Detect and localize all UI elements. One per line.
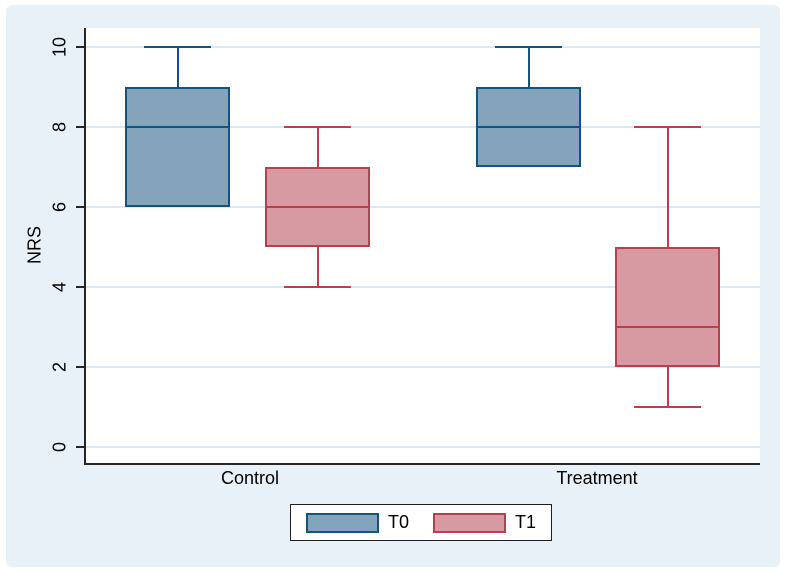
- whisker-upper-line: [316, 127, 319, 167]
- whisker-upper-cap: [144, 46, 211, 48]
- legend-entry-t1: T1: [433, 512, 536, 533]
- median-line: [476, 125, 581, 129]
- whisker-lower-line: [666, 367, 669, 407]
- whisker-upper-cap: [495, 46, 562, 48]
- y-axis-title: NRS: [24, 225, 45, 265]
- whisker-upper-line: [666, 127, 669, 247]
- gridline: [86, 206, 760, 208]
- y-tick: [76, 446, 84, 448]
- whisker-upper-cap: [284, 126, 351, 128]
- y-tick: [76, 366, 84, 368]
- legend-entry-t0: T0: [305, 512, 409, 533]
- y-tick-label: 6: [49, 201, 70, 213]
- y-tick-label: 8: [49, 121, 70, 133]
- y-tick: [76, 206, 84, 208]
- whisker-lower-cap: [634, 406, 701, 408]
- gridline: [86, 366, 760, 368]
- y-tick-label: 10: [49, 36, 70, 58]
- plot-area: NRS 0 2 4 6 8 10: [25, 28, 760, 465]
- gridline: [86, 446, 760, 448]
- median-line: [125, 125, 230, 129]
- box-t0-control: [125, 87, 230, 207]
- graph-region: NRS 0 2 4 6 8 10 Control Treatment T0 T1: [6, 5, 780, 567]
- legend-swatch-t1: [433, 512, 506, 533]
- y-tick-label: 4: [49, 281, 70, 293]
- y-tick: [76, 46, 84, 48]
- x-category-label-treatment: Treatment: [556, 468, 638, 488]
- whisker-upper-cap: [634, 126, 701, 128]
- legend-swatch-t0: [305, 512, 379, 533]
- gridline: [86, 46, 760, 48]
- gridline: [86, 126, 760, 128]
- legend-label-t1: T1: [515, 512, 537, 532]
- y-tick: [76, 286, 84, 288]
- gridline: [86, 286, 760, 288]
- x-category-label-control: Control: [220, 468, 280, 488]
- whisker-upper-line: [176, 47, 179, 87]
- median-line: [615, 325, 720, 329]
- median-line: [265, 205, 370, 209]
- legend: T0 T1: [290, 504, 552, 541]
- y-tick: [76, 126, 84, 128]
- box-t1-treatment: [615, 247, 720, 367]
- whisker-lower-cap: [284, 286, 351, 288]
- y-tick-label: 2: [49, 361, 70, 373]
- whisker-lower-line: [316, 247, 319, 287]
- whisker-upper-line: [527, 47, 530, 87]
- legend-label-t0: T0: [387, 512, 409, 532]
- y-tick-label: 0: [49, 441, 70, 453]
